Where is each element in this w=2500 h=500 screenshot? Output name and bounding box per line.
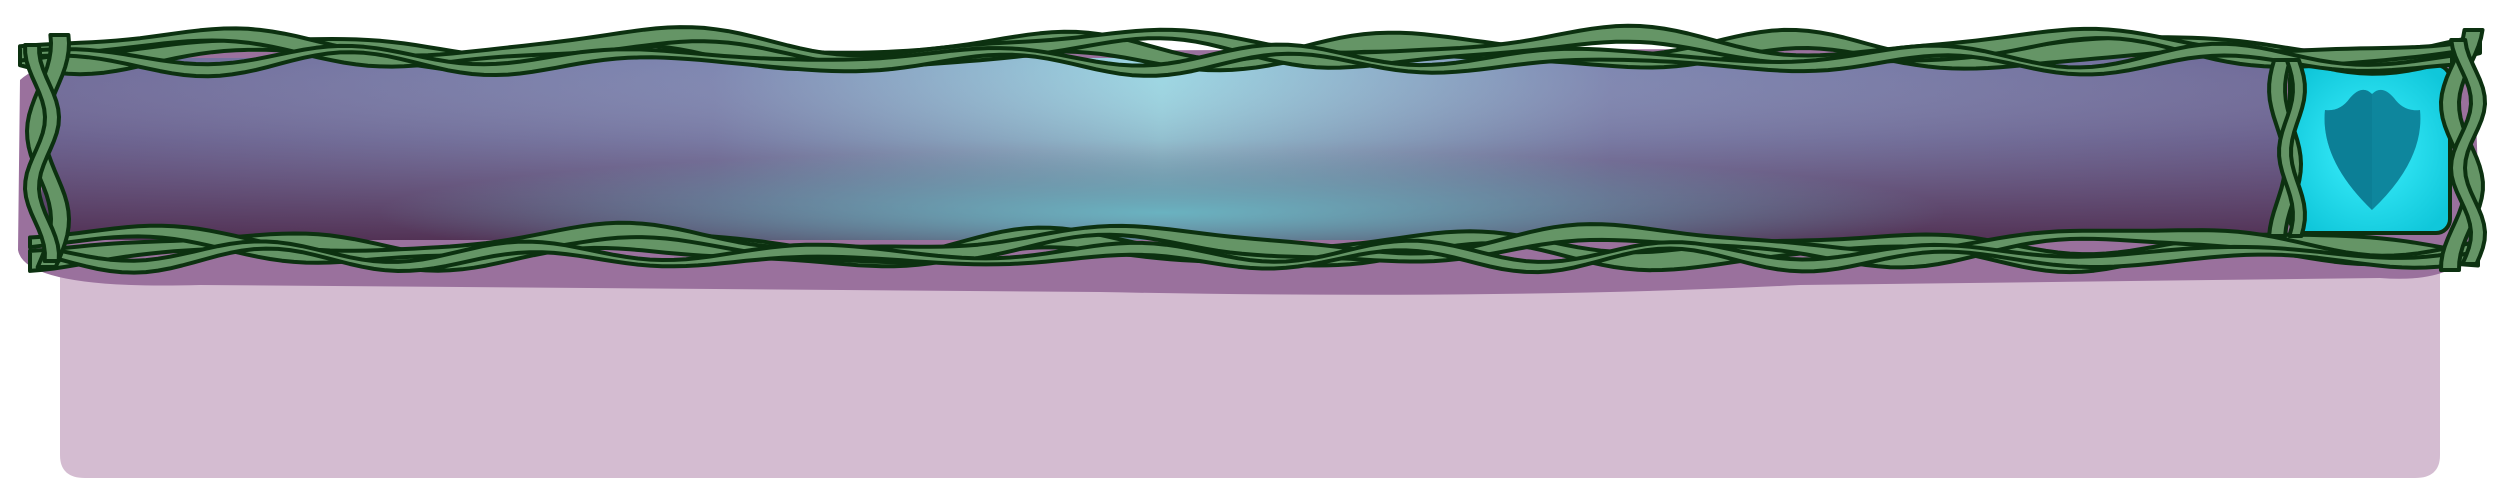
vine-left-b <box>23 43 61 263</box>
panel-body <box>60 250 2440 478</box>
banner-strip <box>42 58 2282 240</box>
vine-right-b <box>2449 38 2487 266</box>
vine-frame <box>18 23 2487 275</box>
shield-icon <box>2324 89 2421 210</box>
vine-divider-b <box>2277 58 2307 238</box>
shield-slot[interactable] <box>2288 63 2452 235</box>
